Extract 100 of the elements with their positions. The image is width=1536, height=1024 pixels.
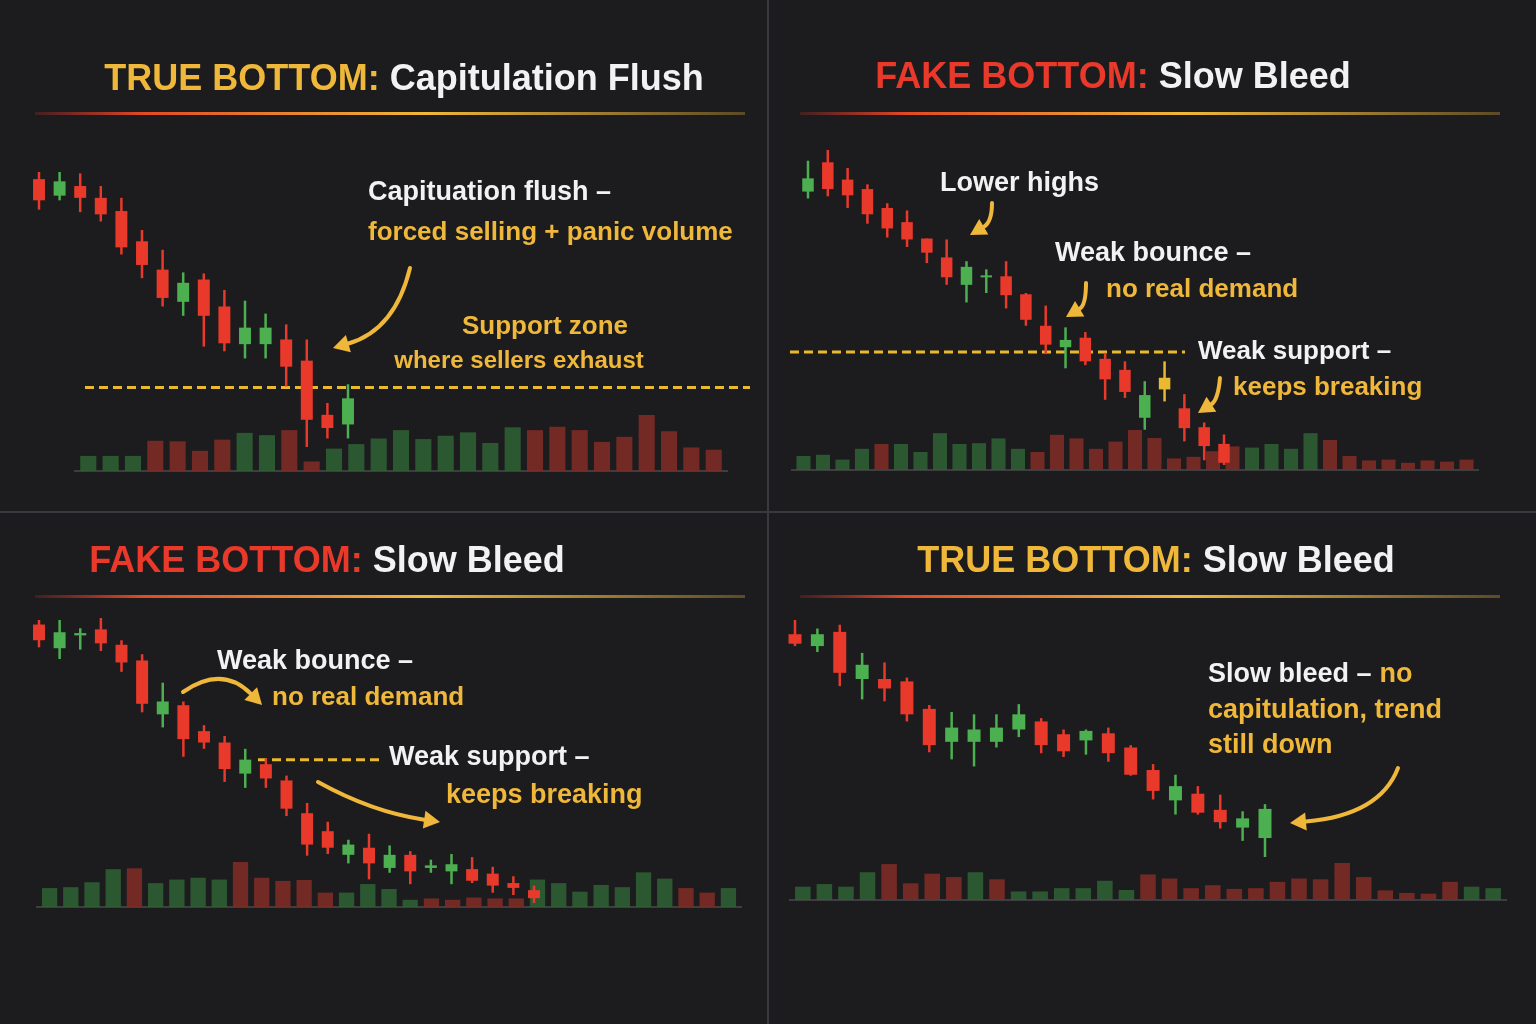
candlestick — [1039, 304, 1052, 356]
bar — [504, 427, 521, 471]
bar — [1420, 460, 1435, 470]
annotation: Lower highs — [940, 167, 1100, 197]
bar — [63, 887, 79, 907]
bar — [236, 432, 253, 471]
bar — [1248, 888, 1264, 900]
candlestick — [156, 681, 169, 729]
bar — [459, 432, 477, 471]
annotation: no real demand — [1106, 273, 1299, 303]
bar — [41, 888, 58, 907]
bar — [795, 886, 811, 900]
candlestick — [1079, 728, 1093, 756]
bar — [657, 878, 673, 907]
text: Capituation flush – — [368, 176, 611, 206]
bar — [952, 444, 967, 470]
annotation: Weak support – — [1198, 335, 1392, 365]
bar — [1463, 886, 1480, 900]
candlestick — [802, 159, 814, 200]
bar — [1361, 460, 1377, 470]
bar — [1108, 441, 1123, 470]
bar — [508, 898, 524, 907]
annotation: keeps breaking — [446, 779, 643, 809]
bar — [683, 447, 700, 471]
bar — [526, 430, 544, 471]
annotation: Weak bounce – — [1055, 237, 1252, 267]
candlestick — [841, 166, 854, 210]
candlestick — [321, 820, 334, 856]
bar — [1010, 891, 1027, 900]
candlestick — [1191, 784, 1205, 816]
bar — [348, 444, 365, 471]
candlestick — [960, 259, 973, 304]
bar — [211, 879, 227, 907]
candlestick — [1139, 379, 1151, 431]
bar — [1244, 447, 1260, 470]
bar — [275, 880, 291, 907]
bar — [971, 443, 987, 470]
text: no — [1379, 658, 1413, 688]
bar — [835, 459, 850, 470]
bar — [1264, 444, 1279, 470]
bar — [190, 877, 206, 907]
candlestick — [383, 844, 396, 875]
candlestick — [1146, 762, 1160, 801]
bar — [1075, 888, 1092, 900]
bar — [370, 438, 387, 471]
bar — [874, 444, 889, 470]
bar — [1401, 462, 1416, 470]
candlestick — [1057, 728, 1071, 759]
bar — [1161, 878, 1178, 900]
annotation: Weak bounce – — [217, 645, 414, 675]
candlestick — [810, 627, 824, 654]
candlestick — [945, 710, 959, 761]
bar — [549, 426, 566, 471]
candlestick — [74, 172, 87, 214]
bar — [169, 879, 185, 907]
bar — [1030, 452, 1045, 470]
bar — [381, 889, 397, 907]
candlestick — [1099, 351, 1111, 402]
text: forced selling + panic volume — [368, 216, 733, 246]
bar — [816, 884, 833, 900]
bar — [214, 439, 231, 471]
bar — [924, 873, 941, 900]
bar — [614, 887, 630, 907]
bar — [551, 883, 567, 907]
bar — [1118, 890, 1135, 900]
bar — [1010, 448, 1026, 470]
candlestick — [1119, 360, 1131, 400]
bar — [423, 898, 440, 907]
candlestick — [259, 756, 272, 790]
bar — [1459, 459, 1474, 470]
bar — [126, 868, 143, 907]
bar — [1420, 893, 1437, 900]
bar — [1269, 881, 1286, 900]
bar — [402, 899, 418, 907]
candlestick — [259, 312, 272, 360]
candlestick — [33, 618, 45, 649]
candlestick — [788, 618, 802, 648]
bar — [105, 869, 121, 907]
bar — [593, 441, 611, 471]
candlestick — [94, 616, 107, 653]
candlestick — [1218, 433, 1230, 467]
bar — [571, 430, 588, 471]
bar — [102, 455, 119, 471]
candlestick — [1158, 360, 1171, 403]
bar — [1442, 881, 1458, 900]
bar — [859, 872, 876, 900]
candlestick — [967, 713, 981, 768]
candlestick — [881, 201, 893, 239]
bar — [1440, 461, 1455, 470]
candlestick — [901, 209, 913, 249]
bar — [487, 898, 503, 907]
bar — [1355, 877, 1372, 900]
bar — [169, 441, 186, 471]
bar — [1283, 448, 1299, 470]
bar — [699, 892, 715, 907]
bar — [1334, 863, 1350, 900]
bar — [147, 440, 164, 471]
candlestick — [1168, 773, 1182, 816]
bar — [838, 886, 854, 900]
bar — [1226, 888, 1243, 900]
